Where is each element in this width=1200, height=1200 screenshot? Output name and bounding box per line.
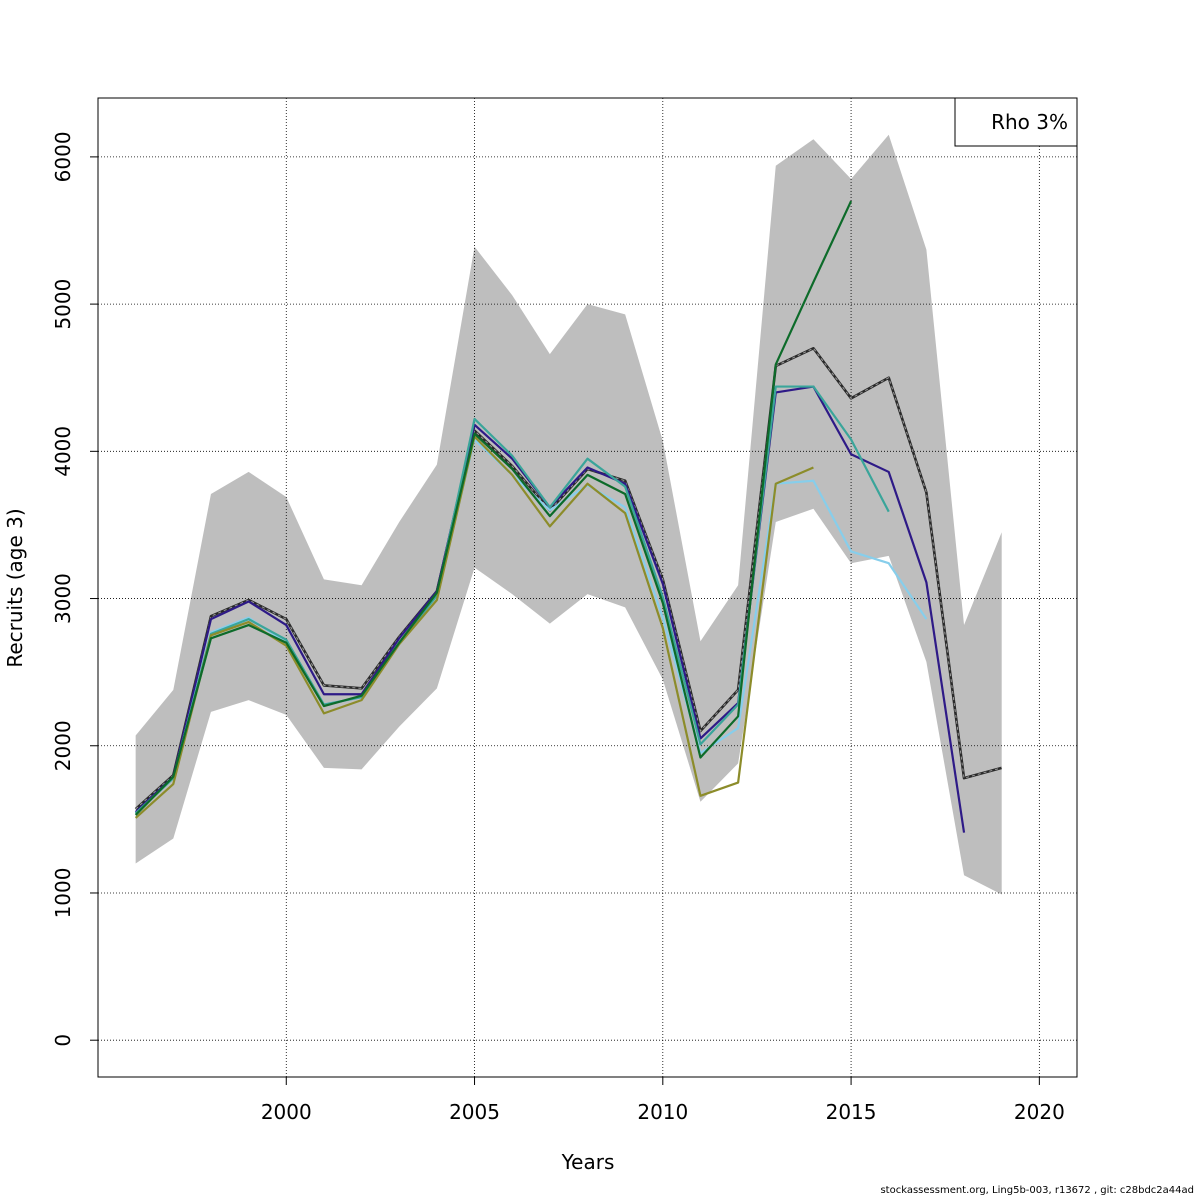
y-tick-label: 1000: [51, 868, 75, 919]
y-tick-label: 5000: [51, 279, 75, 330]
legend-text: Rho 3%: [991, 110, 1068, 134]
y-tick-label: 6000: [51, 131, 75, 182]
legend: Rho 3%: [954, 97, 1078, 147]
y-tick-label: 3000: [51, 573, 75, 624]
y-tick-label: 2000: [51, 720, 75, 771]
x-tick-label: 2005: [449, 1100, 500, 1124]
y-tick-label: 4000: [51, 426, 75, 477]
confidence-band: [135, 134, 1002, 895]
series-line-0-dash: [135, 347, 1002, 810]
series-line-3: [134, 385, 890, 815]
series-line-5: [134, 200, 853, 816]
y-axis-title: Recruits (age 3): [3, 508, 27, 667]
x-tick-label: 2010: [637, 1100, 688, 1124]
series-layer: [134, 200, 1003, 833]
x-tick-label: 2015: [826, 1100, 877, 1124]
x-axis: 2000 2005 2010 2015 2020: [261, 1077, 1065, 1124]
legend-box: [954, 97, 1078, 147]
y-axis: 0 1000 2000 3000 4000 5000 6000: [51, 131, 98, 1047]
x-tick-label: 2020: [1014, 1100, 1065, 1124]
x-axis-title: Years: [561, 1150, 615, 1174]
confidence-band-layer: [135, 134, 1002, 895]
y-tick-label: 0: [51, 1034, 75, 1047]
footer-credit: stockassessment.org, Ling5b-003, r13672 …: [880, 1185, 1194, 1196]
x-tick-label: 2000: [261, 1100, 312, 1124]
plot-frame: [97, 97, 1078, 1078]
